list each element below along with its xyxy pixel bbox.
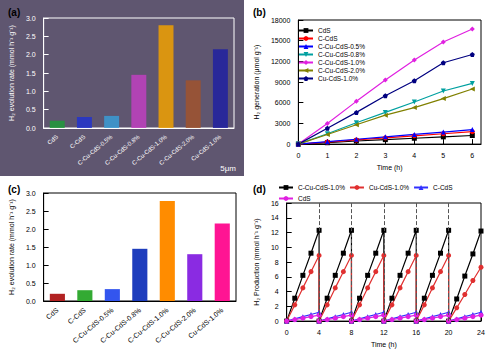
svg-text:3000: 3000	[275, 120, 291, 127]
svg-text:CdS: CdS	[298, 195, 311, 202]
svg-text:(c): (c)	[8, 184, 20, 195]
svg-text:2.0: 2.0	[26, 51, 36, 58]
svg-text:6000: 6000	[275, 99, 291, 106]
svg-text:1.0: 1.0	[26, 262, 36, 269]
svg-text:C-CdS: C-CdS	[69, 134, 87, 150]
svg-text:Time (h): Time (h)	[371, 341, 397, 349]
svg-text:C-Cu-CdS-0.8%: C-Cu-CdS-0.8%	[98, 306, 143, 345]
svg-text:C-Cu-CdS-0.5%: C-Cu-CdS-0.5%	[318, 43, 365, 50]
svg-text:24: 24	[477, 329, 485, 336]
svg-text:C-CdS: C-CdS	[67, 306, 88, 325]
svg-text:2.5: 2.5	[26, 33, 36, 40]
svg-text:Time (h): Time (h)	[377, 164, 403, 172]
svg-text:0.0: 0.0	[26, 298, 36, 305]
svg-text:15000: 15000	[271, 37, 291, 44]
svg-text:H₂ generation (μmol g⁻¹): H₂ generation (μmol g⁻¹)	[253, 45, 261, 120]
svg-text:4: 4	[275, 288, 279, 295]
svg-text:5: 5	[441, 152, 445, 159]
svg-text:CdS: CdS	[318, 27, 331, 34]
svg-text:12: 12	[271, 229, 279, 236]
svg-text:12: 12	[380, 329, 388, 336]
svg-text:0: 0	[285, 329, 289, 336]
svg-text:C-Cu-CdS-2.0%: C-Cu-CdS-2.0%	[158, 133, 196, 166]
svg-text:(a): (a)	[8, 7, 20, 18]
svg-text:0.5: 0.5	[26, 280, 36, 287]
svg-text:0.5: 0.5	[26, 106, 36, 113]
svg-text:2.0: 2.0	[26, 226, 36, 233]
svg-text:C-Cu-CdS-1.0%: C-Cu-CdS-1.0%	[318, 59, 365, 66]
svg-text:18000: 18000	[271, 17, 291, 24]
svg-text:H₂ evolution rate (mmol h⁻¹ g⁻: H₂ evolution rate (mmol h⁻¹ g⁻¹)	[8, 25, 16, 121]
svg-text:CdS: CdS	[45, 306, 60, 320]
svg-text:C-Cu-CdS-0.8%: C-Cu-CdS-0.8%	[318, 51, 365, 58]
svg-text:Cu-CdS-1.0%: Cu-CdS-1.0%	[190, 133, 223, 162]
svg-text:6: 6	[470, 152, 474, 159]
svg-text:CdS: CdS	[46, 134, 59, 146]
svg-text:1.5: 1.5	[26, 244, 36, 251]
svg-text:8: 8	[350, 329, 354, 336]
svg-text:C-CdS: C-CdS	[318, 35, 338, 42]
svg-text:16: 16	[271, 200, 279, 207]
svg-text:C-Cu-CdS-2.0%: C-Cu-CdS-2.0%	[318, 67, 365, 74]
svg-text:H₂ evolution rate (mmol h⁻¹ g⁻: H₂ evolution rate (mmol h⁻¹ g⁻¹)	[8, 199, 16, 295]
svg-text:C-Cu-CdS-0.5%: C-Cu-CdS-0.5%	[76, 133, 114, 167]
svg-text:0.0: 0.0	[26, 125, 36, 132]
svg-text:1.0: 1.0	[26, 88, 36, 95]
svg-text:4: 4	[412, 152, 416, 159]
svg-text:1.5: 1.5	[26, 70, 36, 77]
svg-text:5μm: 5μm	[220, 164, 236, 173]
svg-text:9000: 9000	[275, 79, 291, 86]
svg-text:3.0: 3.0	[26, 190, 36, 197]
svg-text:8: 8	[275, 259, 279, 266]
svg-text:0: 0	[296, 152, 300, 159]
svg-text:2.5: 2.5	[26, 208, 36, 215]
svg-text:20: 20	[445, 329, 453, 336]
svg-text:Cu-CdS-1.0%: Cu-CdS-1.0%	[187, 306, 225, 339]
svg-text:C-Cu-CdS-0.8%: C-Cu-CdS-0.8%	[103, 133, 141, 167]
svg-text:16: 16	[412, 329, 420, 336]
svg-text:3.0: 3.0	[26, 15, 36, 22]
svg-text:2: 2	[354, 152, 358, 159]
svg-text:H₂ Production (mmol h⁻¹ g⁻¹): H₂ Production (mmol h⁻¹ g⁻¹)	[253, 218, 261, 305]
svg-text:2: 2	[275, 303, 279, 310]
svg-text:C-Cu-CdS-0.5%: C-Cu-CdS-0.5%	[71, 306, 115, 345]
svg-text:Cu-CdS-1.0%: Cu-CdS-1.0%	[318, 75, 358, 82]
svg-text:C-Cu-CdS-1.0%: C-Cu-CdS-1.0%	[126, 306, 170, 345]
svg-text:C-Cu-CdS-1.0%: C-Cu-CdS-1.0%	[130, 133, 168, 167]
svg-text:0: 0	[286, 141, 290, 148]
svg-text:C-CdS: C-CdS	[433, 184, 453, 191]
svg-text:14: 14	[271, 214, 279, 221]
svg-text:(b): (b)	[253, 7, 266, 18]
svg-text:C-Cu-CdS-1.0%: C-Cu-CdS-1.0%	[298, 184, 345, 191]
svg-text:Cu-CdS-1.0%: Cu-CdS-1.0%	[369, 184, 409, 191]
svg-text:1: 1	[325, 152, 329, 159]
svg-text:3: 3	[383, 152, 387, 159]
svg-text:12000: 12000	[271, 58, 291, 65]
svg-text:6: 6	[275, 273, 279, 280]
svg-text:0: 0	[275, 318, 279, 325]
svg-text:C-Cu-CdS-2.0%: C-Cu-CdS-2.0%	[153, 306, 197, 345]
svg-text:(d): (d)	[253, 184, 266, 195]
svg-text:4: 4	[317, 329, 321, 336]
svg-text:10: 10	[271, 244, 279, 251]
